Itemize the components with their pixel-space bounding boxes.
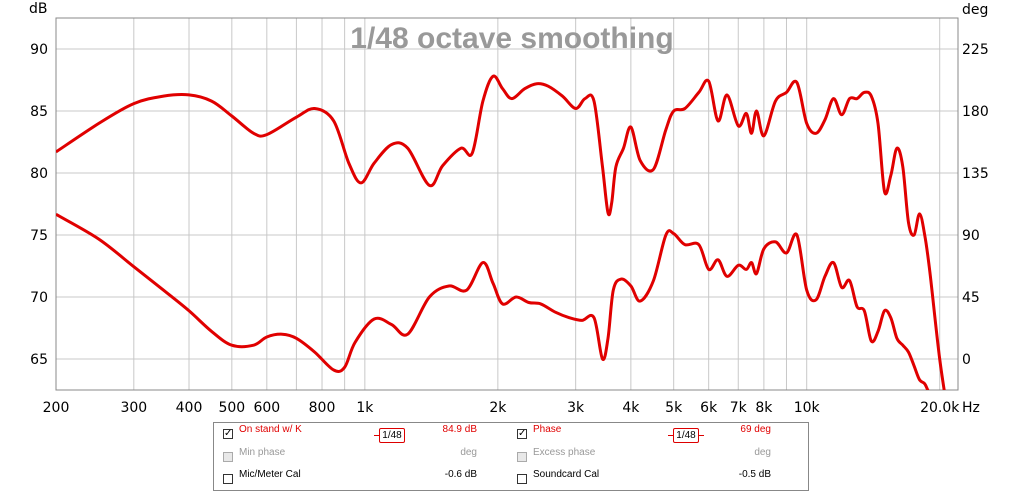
x-tick-label: 800 <box>309 400 336 416</box>
min-phase-checkbox <box>223 452 233 462</box>
x-tick-label: 6k <box>700 400 718 416</box>
x-tick-label: 8k <box>755 400 773 416</box>
y-left-tick-label: 90 <box>30 42 48 58</box>
phase-label: Phase <box>533 424 562 435</box>
chart-title: 1/48 octave smoothing <box>350 22 673 55</box>
x-tick-label: 20.0k <box>920 400 960 416</box>
smoothing-badge[interactable]: 1/48 <box>379 428 405 443</box>
y-left-tick-label: 85 <box>30 104 48 120</box>
y-left-tick-label: 75 <box>30 228 48 244</box>
excess-phase-label: Excess phase <box>533 447 596 458</box>
y-left-tick-label: 80 <box>30 166 48 182</box>
soundcard-cal-label: Soundcard Cal <box>533 469 600 480</box>
frequency-response-chart: 200 300 400 500 600 800 1k 2k 3k 4k 5k 6k 7k 8k 10k 20.… <box>29 1 989 416</box>
checkmark-icon: ✓ <box>224 428 233 439</box>
y-right-tick-label: 135 <box>962 166 989 182</box>
checkmark-icon: ✓ <box>518 428 527 439</box>
x-tick-label: 2k <box>489 400 507 416</box>
legend-panel: ✓ On stand w/ K 1/48 84.9 dB ✓ Phase 1/4… <box>213 422 809 491</box>
phase-smoothing-badge[interactable]: 1/48 <box>673 428 699 443</box>
x-axis-unit: Hz <box>962 400 980 416</box>
tick-labels: 200 300 400 500 600 800 1k 2k 3k 4k 5k 6k 7k 8k 10k 20.… <box>30 42 989 416</box>
y-right-tick-label: 180 <box>962 104 989 120</box>
x-tick-label: 200 <box>43 400 70 416</box>
soundcard-cal-checkbox[interactable] <box>517 474 527 484</box>
plot-frame <box>55 17 959 391</box>
phase-value: 69 deg <box>740 424 771 435</box>
y-right-tick-label: 225 <box>962 42 989 58</box>
on-stand-checkbox[interactable]: ✓ <box>223 429 233 439</box>
y-right-tick-label: 45 <box>962 290 980 306</box>
x-tick-label: 500 <box>218 400 245 416</box>
legend-row-measurement: ✓ On stand w/ K 1/48 84.9 dB ✓ Phase 1/4… <box>214 424 808 446</box>
x-tick-label: 5k <box>665 400 683 416</box>
x-tick-label: 400 <box>176 400 203 416</box>
min-phase-label: Min phase <box>239 447 286 458</box>
excess-phase-value: deg <box>754 447 771 458</box>
y-left-tick-label: 70 <box>30 290 48 306</box>
plot-area <box>56 18 958 390</box>
x-tick-label: 10k <box>794 400 821 416</box>
legend-row-min-phase: Min phase deg Excess phase deg <box>214 447 808 469</box>
x-tick-label: 3k <box>567 400 585 416</box>
x-tick-label: 600 <box>253 400 280 416</box>
on-stand-label: On stand w/ K <box>239 424 302 435</box>
series-line-phase <box>56 213 930 390</box>
y-left-tick-label: 65 <box>30 352 48 368</box>
x-tick-label: 4k <box>622 400 640 416</box>
series-line-spl <box>56 74 946 390</box>
series-layer <box>56 74 946 390</box>
legend-row-cal: Mic/Meter Cal -0.6 dB Soundcard Cal -0.5… <box>214 469 808 491</box>
excess-phase-checkbox <box>517 452 527 462</box>
left-axis-unit: dB <box>29 1 48 17</box>
grid <box>55 18 958 390</box>
y-right-tick-label: 0 <box>962 352 971 368</box>
right-axis-unit: deg <box>962 2 988 18</box>
phase-checkbox[interactable]: ✓ <box>517 429 527 439</box>
min-phase-value: deg <box>460 447 477 458</box>
mic-meter-cal-label: Mic/Meter Cal <box>239 469 301 480</box>
soundcard-cal-value: -0.5 dB <box>738 469 771 480</box>
x-tick-label: 7k <box>730 400 748 416</box>
x-tick-label: 1k <box>356 400 374 416</box>
x-tick-label: 300 <box>120 400 147 416</box>
y-right-tick-label: 90 <box>962 228 980 244</box>
mic-meter-cal-value: -0.6 dB <box>444 469 477 480</box>
on-stand-value: 84.9 dB <box>442 424 477 435</box>
mic-meter-cal-checkbox[interactable] <box>223 474 233 484</box>
